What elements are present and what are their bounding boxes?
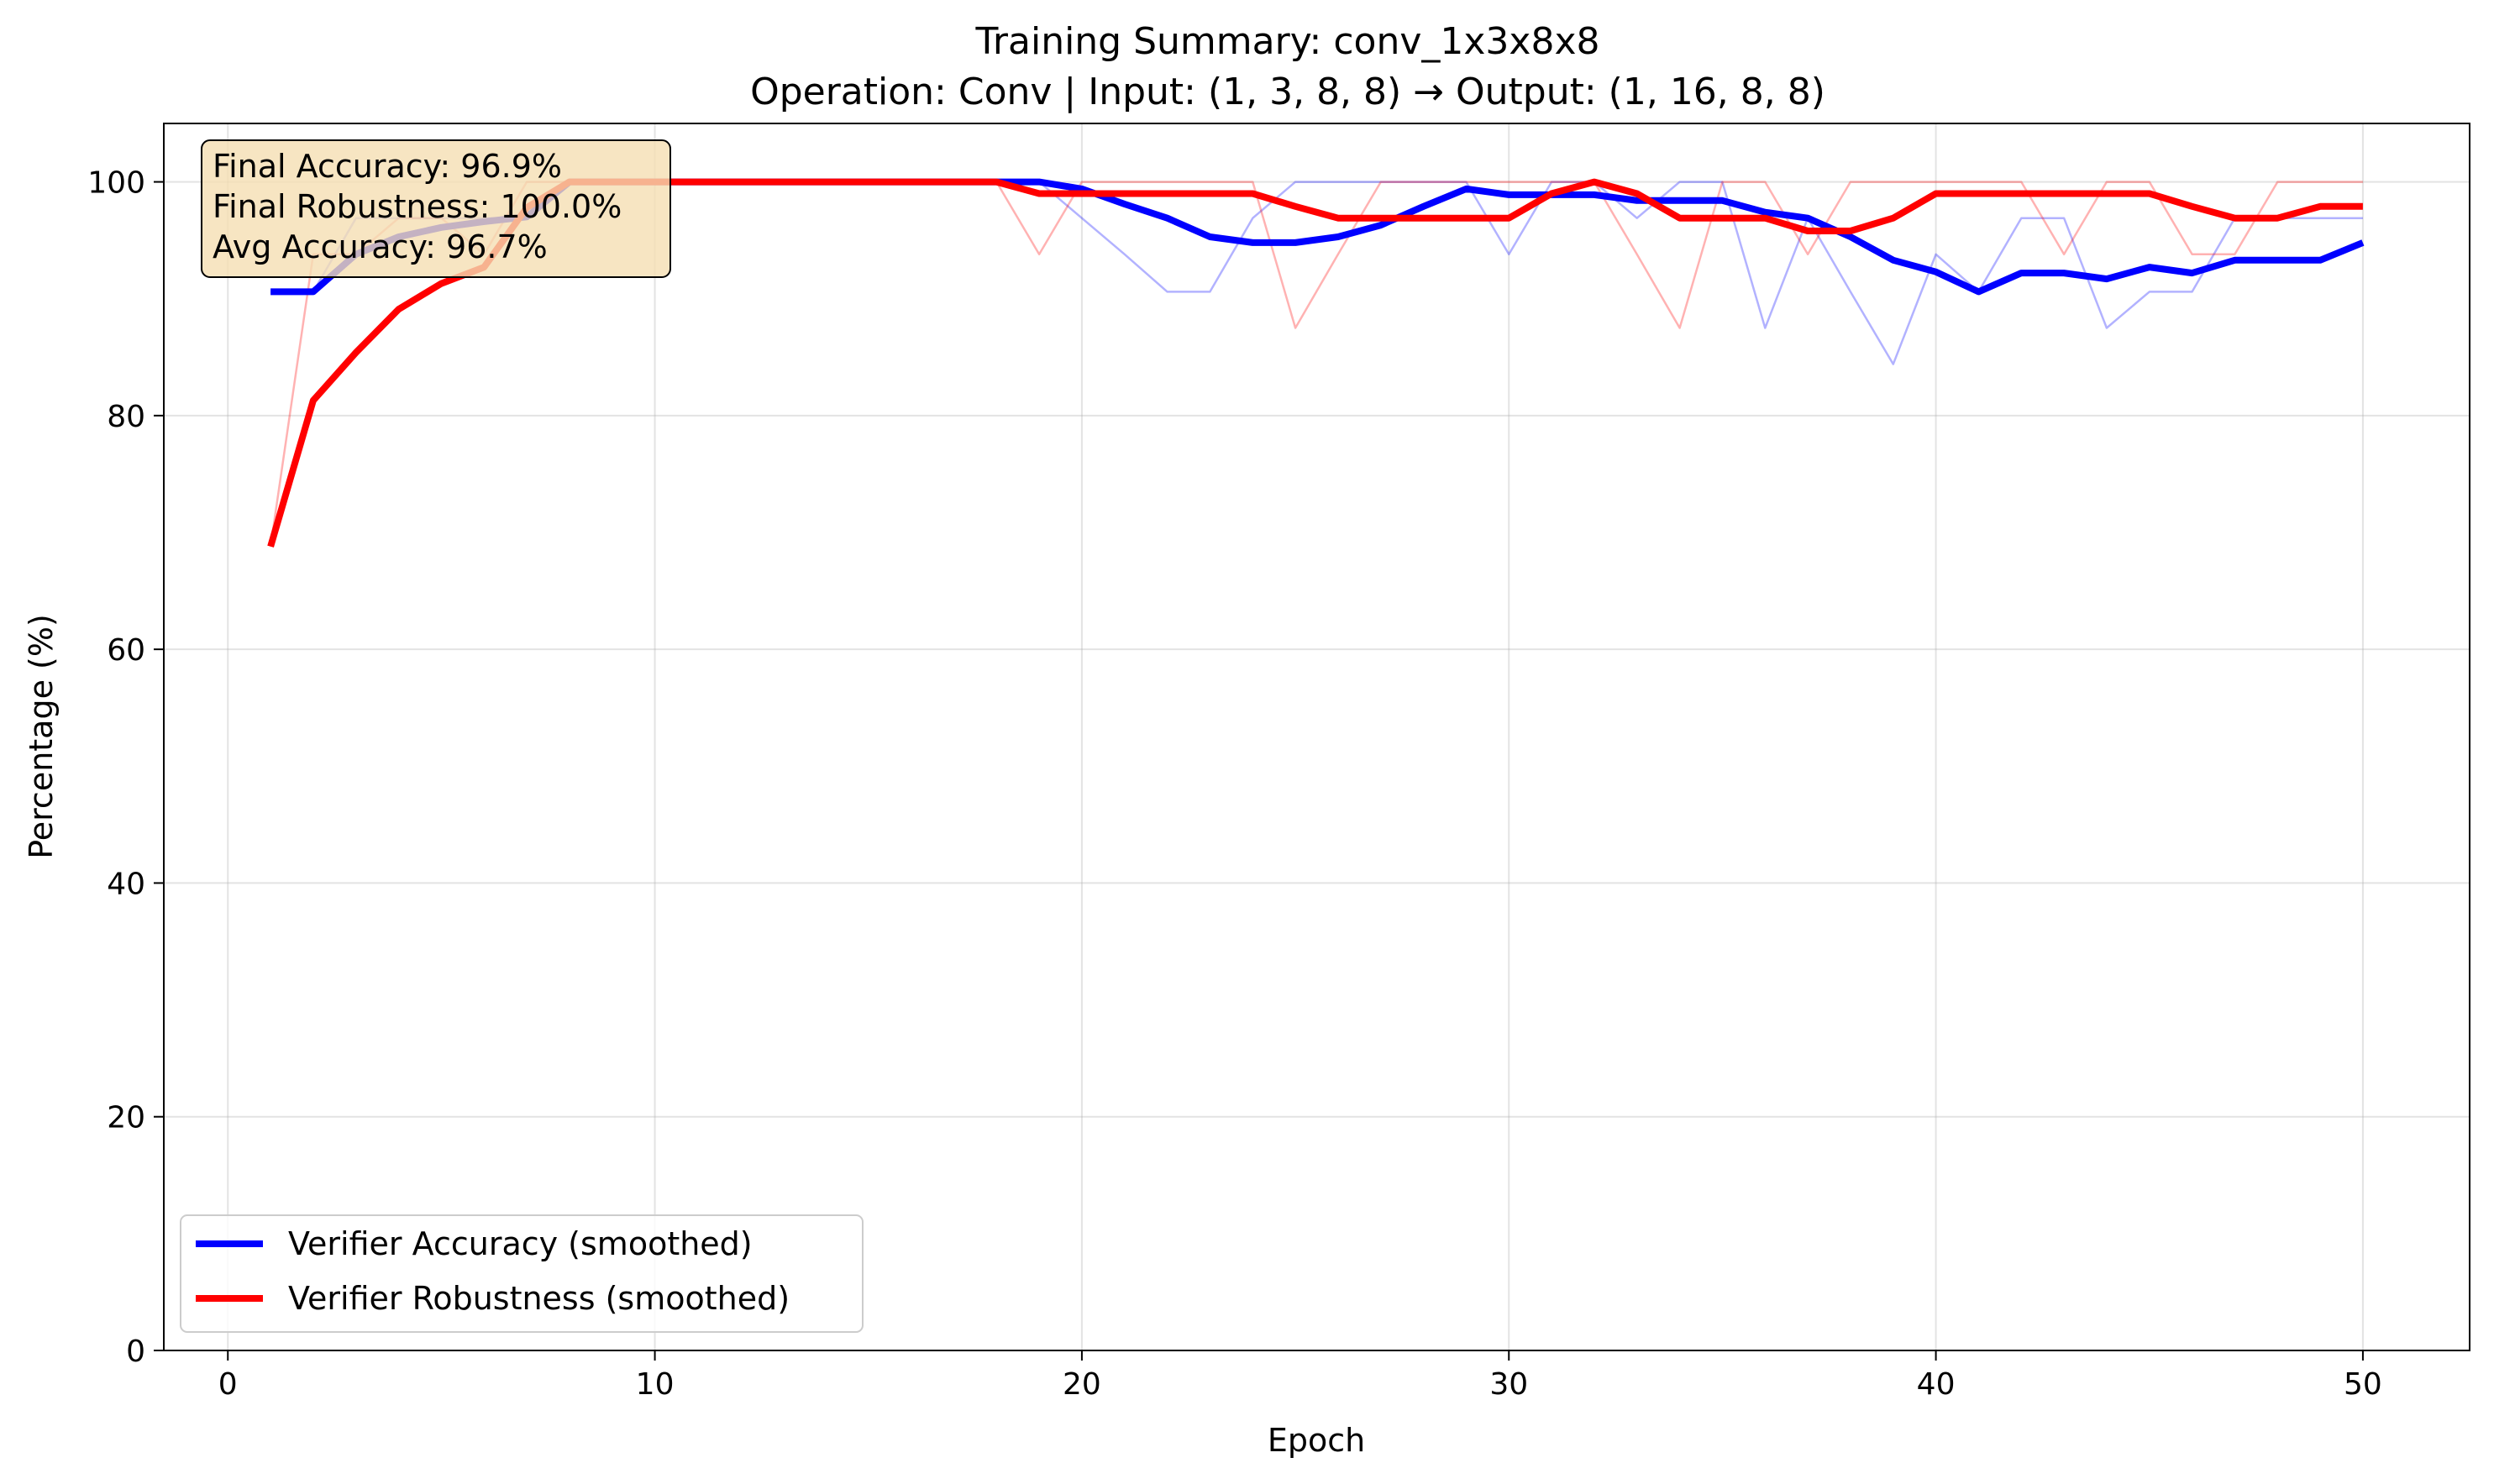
chart-title: Training Summary: conv_1x3x8x8	[975, 20, 1600, 63]
x-tick-label: 10	[636, 1367, 675, 1402]
x-tick-label: 50	[2344, 1367, 2382, 1402]
summary-annotation-box: Final Accuracy: 96.9% Final Robustness: …	[201, 139, 671, 278]
annotation-final-robustness: Final Robustness: 100.0%	[213, 188, 622, 225]
grid-lines	[164, 123, 2470, 1351]
x-tick-label: 0	[218, 1367, 238, 1402]
y-axis-ticks: 0 20 40 60 80 100	[87, 166, 164, 1369]
y-tick-label: 80	[107, 400, 145, 434]
x-tick-label: 30	[1489, 1367, 1528, 1402]
annotation-avg-accuracy: Avg Accuracy: 96.7%	[213, 228, 548, 265]
y-axis-label: Percentage (%)	[23, 614, 60, 859]
legend-box	[180, 1214, 864, 1333]
x-axis-ticks: 0 10 20 30 40 50	[218, 1350, 2382, 1402]
chart-subtitle: Operation: Conv | Input: (1, 3, 8, 8) → …	[750, 71, 1825, 113]
y-tick-label: 40	[107, 867, 145, 901]
x-tick-label: 20	[1063, 1367, 1101, 1402]
y-tick-label: 60	[107, 633, 145, 668]
y-tick-label: 0	[126, 1335, 145, 1369]
plot-frame	[163, 123, 2470, 1351]
y-tick-label: 20	[107, 1101, 145, 1135]
x-tick-label: 40	[1917, 1367, 1956, 1402]
y-tick-label: 100	[87, 166, 145, 201]
legend-label-robustness: Verifier Robustness (smoothed)	[288, 1280, 790, 1317]
legend-label-accuracy: Verifier Accuracy (smoothed)	[288, 1225, 753, 1262]
annotation-final-accuracy: Final Accuracy: 96.9%	[213, 148, 562, 185]
chart-legend: Verifier Accuracy (smoothed) Verifier Ro…	[180, 1214, 864, 1333]
annotation-box	[201, 139, 671, 278]
x-axis-label: Epoch	[1268, 1422, 1365, 1459]
